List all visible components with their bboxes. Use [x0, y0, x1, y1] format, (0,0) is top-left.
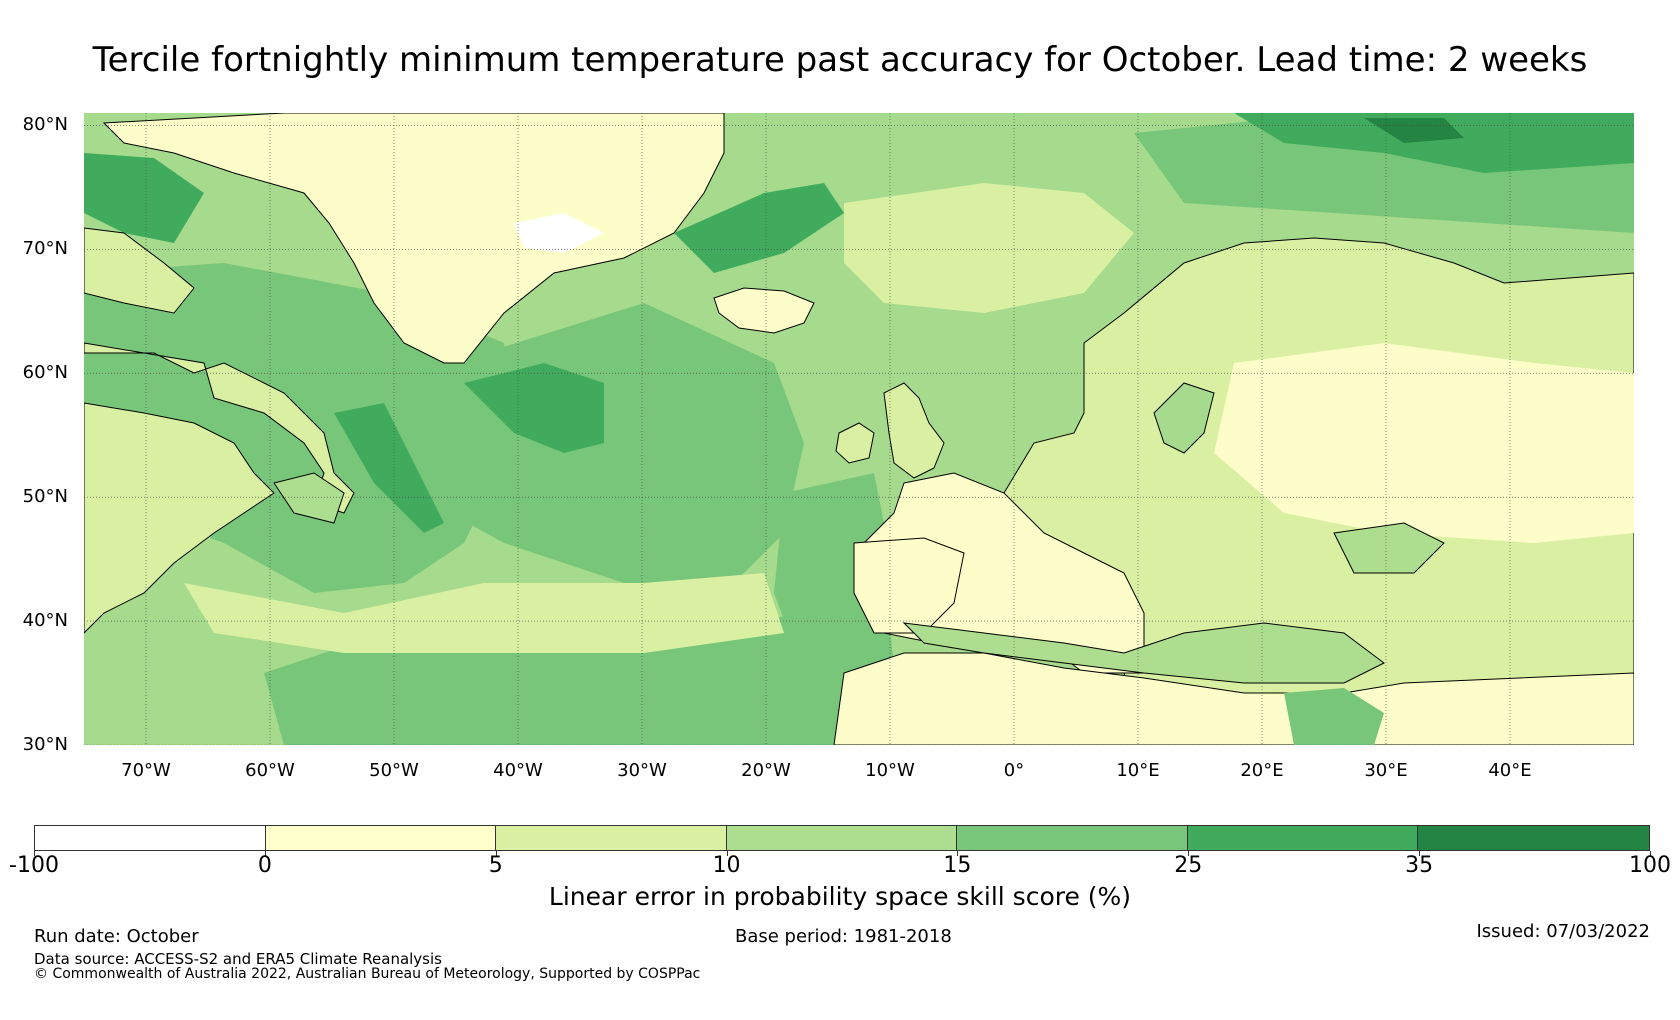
colorbar-tickmark	[495, 851, 497, 856]
latitude-label: 80°N	[22, 114, 68, 136]
longitude-label: 10°E	[1116, 760, 1160, 781]
land-baltic-sea	[1153, 382, 1215, 454]
colorbar-tick-label: 15	[943, 853, 972, 878]
longitude-label: 40°W	[493, 760, 543, 781]
ocean-patch-denmark-strait	[674, 183, 844, 273]
longitude-label: 50°W	[369, 760, 419, 781]
longitude-label: 60°W	[245, 760, 295, 781]
skill-score-map	[84, 113, 1634, 745]
longitude-label: 10°W	[865, 760, 915, 781]
colorbar-tick-label: 5	[488, 853, 503, 878]
land-newfoundland	[273, 472, 345, 524]
issued-date: Issued: 07/03/2022	[1476, 921, 1650, 942]
colorbar-tick-label: 0	[257, 853, 272, 878]
longitude-label: 20°E	[1240, 760, 1284, 781]
colorbar-segment	[265, 826, 497, 850]
longitude-label: 70°W	[121, 760, 171, 781]
ocean-patch-canary	[774, 473, 894, 673]
longitude-label: 30°W	[617, 760, 667, 781]
longitude-label: 30°E	[1364, 760, 1408, 781]
map-canvas	[84, 113, 1634, 745]
colorbar-tickmark	[1188, 851, 1190, 856]
longitude-label: 20°W	[741, 760, 791, 781]
land-east-europe-light	[1214, 343, 1634, 543]
colorbar-tick-label: 35	[1405, 853, 1434, 878]
colorbar-tickmark	[726, 851, 728, 856]
colorbar-tick-label: -100	[9, 853, 59, 878]
ocean-patch-strong-2	[334, 403, 444, 533]
colorbar-tickmark	[1650, 851, 1651, 856]
land-north-africa-patch	[1284, 688, 1384, 745]
ocean-patch-norwegian	[844, 183, 1134, 313]
land-iceland	[713, 287, 815, 334]
latitude-label: 30°N	[22, 734, 68, 755]
map-title: Tercile fortnightly minimum temperature …	[92, 40, 1588, 80]
colorbar-segment	[726, 826, 958, 850]
colorbar-tick-label: 100	[1629, 853, 1671, 878]
land-north-america-east	[84, 402, 275, 634]
land-ireland	[835, 422, 875, 464]
latitude-label: 70°N	[22, 238, 68, 260]
land-great-britain	[883, 382, 945, 479]
ocean-patch-barents-strong	[1234, 113, 1634, 173]
colorbar-segment	[496, 826, 727, 850]
sea-black-sea	[1333, 522, 1445, 574]
colorbar-tickmark	[264, 851, 266, 856]
ocean-patch-strong-1	[464, 363, 604, 453]
gridlines	[84, 113, 1634, 745]
colorbar	[34, 825, 1650, 851]
longitude-label: 40°E	[1488, 760, 1532, 781]
colorbar-label: Linear error in probability space skill …	[548, 882, 1132, 911]
land-greenland	[102, 113, 725, 364]
land-iberia	[853, 537, 965, 634]
latitude-label: 50°N	[22, 486, 68, 508]
colorbar-tickmark	[957, 851, 959, 856]
colorbar-segment	[1418, 826, 1649, 850]
colorbar-segment	[35, 826, 266, 850]
ocean-patch-subtropical-light	[184, 573, 784, 653]
ocean-patch-labrador	[84, 153, 204, 243]
colorbar-segment	[1187, 826, 1419, 850]
base-period: Base period: 1981-2018	[735, 926, 952, 947]
ocean-patch-barents-darkest	[1364, 118, 1464, 143]
copyright: © Commonwealth of Australia 2022, Austra…	[34, 966, 701, 982]
colorbar-tickmark	[1419, 851, 1421, 856]
sea-mediterranean	[902, 622, 1385, 684]
land-greenland-patch	[514, 213, 604, 253]
colorbar-tick-label: 25	[1174, 853, 1203, 878]
colorbar-tick-label: 10	[712, 853, 741, 878]
colorbar-segment	[957, 826, 1188, 850]
run-date: Run date: October	[34, 926, 199, 947]
latitude-label: 60°N	[22, 362, 68, 384]
latitude-label: 40°N	[22, 610, 68, 632]
colorbar-tickmark	[34, 851, 35, 856]
longitude-label: 0°	[1003, 760, 1025, 781]
data-source: Data source: ACCESS-S2 and ERA5 Climate …	[34, 950, 442, 968]
